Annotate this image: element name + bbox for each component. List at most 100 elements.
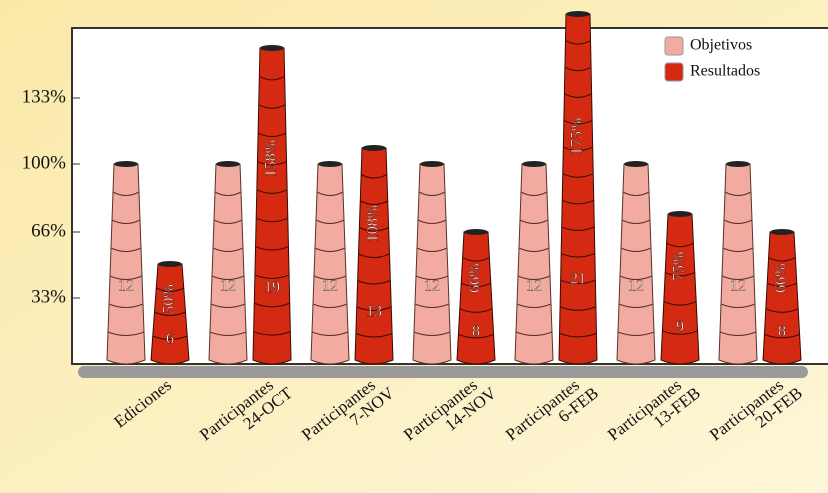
- bar-cap: [726, 161, 750, 167]
- bar-ring: [312, 303, 348, 308]
- value-label: 175%: [569, 118, 586, 155]
- bar-ring: [152, 335, 188, 340]
- count-label: 12: [424, 278, 440, 295]
- bar-ring: [315, 219, 345, 224]
- bar-ring: [765, 308, 799, 313]
- bar-ring: [621, 219, 651, 224]
- bar-ring: [209, 331, 247, 336]
- count-label: 19: [264, 279, 280, 296]
- legend-label: Resultados: [690, 63, 760, 80]
- bar-ring: [563, 120, 593, 125]
- bar-ring: [254, 274, 290, 279]
- bar-ring: [563, 146, 593, 152]
- bar-cap: [216, 161, 240, 167]
- bar-cap: [522, 161, 546, 167]
- bar-ring: [622, 191, 650, 196]
- bar-ring: [562, 199, 594, 205]
- value-label: 50%: [161, 284, 178, 313]
- bar-cap: [318, 161, 342, 167]
- bar-ring: [662, 330, 698, 335]
- bar-ring: [214, 191, 242, 196]
- count-label: 12: [220, 278, 236, 295]
- bar-ring: [560, 253, 596, 258]
- bar: [762, 231, 802, 365]
- bar-cap: [770, 229, 794, 235]
- bar-ring: [211, 275, 245, 280]
- base-shadow: [78, 366, 808, 378]
- bar-ring: [664, 271, 696, 277]
- bar-ring: [358, 253, 390, 258]
- bar-ring: [154, 311, 186, 316]
- bar-ring: [619, 275, 653, 280]
- bar-ring: [356, 306, 392, 311]
- bar-ring: [565, 40, 591, 45]
- bar: [514, 163, 554, 365]
- bar-ring: [520, 191, 548, 196]
- legend: Objetivos Resultados: [664, 36, 760, 82]
- bar-ring: [518, 247, 550, 252]
- value-label: 158%: [263, 140, 280, 177]
- bar-ring: [413, 331, 451, 336]
- value-label: 66%: [773, 264, 790, 293]
- bar-cap: [114, 161, 138, 167]
- bar-ring: [462, 257, 490, 262]
- bar-cap: [668, 211, 692, 217]
- value-label: 108%: [365, 205, 382, 242]
- bar-ring: [719, 331, 757, 336]
- bar-ring: [418, 191, 446, 196]
- y-tick-label: 66%: [31, 220, 66, 241]
- bar-ring: [360, 200, 388, 205]
- bar-ring: [254, 302, 290, 308]
- bar-ring: [764, 333, 800, 339]
- bar-ring: [560, 279, 596, 285]
- bar-ring: [516, 303, 552, 308]
- bar: [412, 163, 452, 365]
- bar-ring: [724, 191, 752, 196]
- count-label: 13: [366, 303, 382, 320]
- bar-ring: [617, 331, 655, 336]
- bar-ring: [259, 75, 285, 81]
- value-label: 66%: [467, 264, 484, 293]
- bar-ring: [515, 331, 553, 336]
- bar-ring: [255, 217, 289, 223]
- y-tick-label: 33%: [31, 286, 66, 307]
- bar-ring: [720, 303, 756, 308]
- bar: [208, 163, 248, 365]
- bar-cap: [624, 161, 648, 167]
- bar-ring: [360, 174, 388, 179]
- bar-ring: [415, 275, 449, 280]
- count-label: 8: [778, 323, 786, 340]
- bar: [354, 147, 394, 365]
- bar-ring: [417, 219, 447, 224]
- bar-ring: [313, 275, 347, 280]
- bar-ring: [564, 66, 592, 72]
- bar-ring: [517, 275, 551, 280]
- bar-ring: [721, 275, 755, 280]
- bar: [456, 231, 496, 365]
- bar-ring: [620, 247, 652, 252]
- bar-ring: [213, 219, 243, 224]
- bar-cap: [260, 45, 284, 51]
- bar-ring: [618, 303, 654, 308]
- plot-area: [71, 27, 828, 365]
- count-label: 12: [526, 278, 542, 295]
- count-label: 8: [472, 323, 480, 340]
- bar-cap: [362, 145, 386, 151]
- bar-ring: [111, 219, 141, 224]
- bar-ring: [559, 332, 597, 338]
- count-label: 21: [570, 271, 586, 288]
- bar-ring: [357, 280, 391, 285]
- bar: [310, 163, 350, 365]
- bar: [718, 163, 758, 365]
- legend-label: Objetivos: [690, 37, 752, 54]
- bar-ring: [257, 132, 287, 138]
- bar-ring: [768, 257, 796, 262]
- bar-cap: [158, 261, 182, 267]
- bar-ring: [108, 303, 144, 308]
- bar-ring: [359, 227, 389, 232]
- bar-ring: [663, 301, 697, 306]
- bar-ring: [562, 173, 594, 178]
- legend-swatch: [664, 36, 684, 56]
- bar-cap: [566, 11, 590, 17]
